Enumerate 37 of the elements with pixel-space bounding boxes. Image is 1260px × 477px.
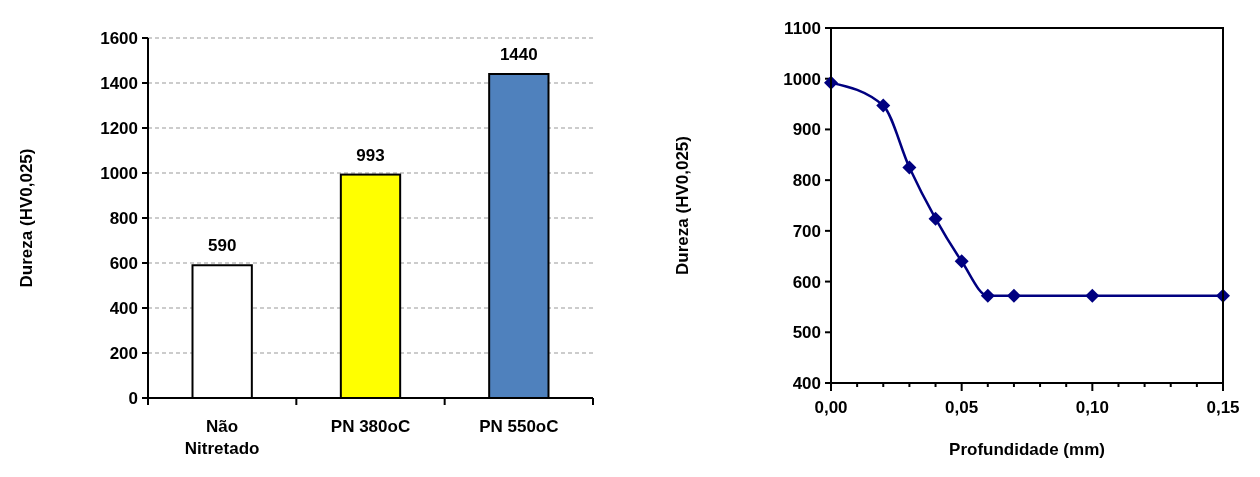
y-tick-label: 800	[792, 171, 821, 191]
x-axis-title: Profundidade (mm)	[949, 440, 1105, 459]
y-tick-label: 1400	[100, 73, 138, 93]
y-tick-label: 600	[109, 253, 138, 273]
point	[1006, 288, 1021, 303]
y-tick-label: 1200	[100, 118, 138, 138]
point	[902, 160, 917, 175]
x-tick-label: 0,10	[1075, 398, 1109, 417]
y-axis-title: Dureza (HV0,025)	[673, 136, 692, 275]
point	[980, 288, 995, 303]
y-tick-label: 1000	[100, 163, 138, 183]
x-tick-label: PN 550oC	[479, 417, 559, 436]
y-tick-label: 400	[109, 298, 138, 318]
data-label: 590	[207, 236, 237, 256]
data-label: 993	[356, 145, 385, 165]
x-tick-label: PN 380oC	[330, 417, 411, 436]
x-tick-label: 0,15	[1206, 398, 1240, 417]
y-tick-label: 200	[109, 343, 138, 363]
point	[954, 254, 969, 269]
x-tick-label: 0,05	[945, 398, 979, 417]
y-tick-label: 1100	[784, 18, 821, 38]
point	[928, 211, 943, 226]
y-axis-title: Dureza (HV0,025)	[17, 148, 36, 288]
y-tick-label: 1600	[100, 28, 138, 48]
point	[876, 98, 891, 113]
y-tick-label: 800	[109, 208, 138, 228]
x-tick-label: Não Nitretado	[184, 417, 260, 458]
y-tick-label: 0	[128, 388, 138, 408]
x-tick-label: 0,00	[814, 398, 848, 417]
data-label: 1440	[499, 45, 538, 64]
y-tick-label: 500	[792, 323, 821, 343]
point	[1085, 288, 1100, 303]
y-tick-label: 400	[792, 373, 821, 393]
y-tick-label: 900	[792, 120, 821, 140]
y-tick-label: 1000	[783, 69, 821, 89]
y-tick-label: 600	[792, 272, 821, 292]
y-tick-label: 700	[792, 221, 821, 241]
